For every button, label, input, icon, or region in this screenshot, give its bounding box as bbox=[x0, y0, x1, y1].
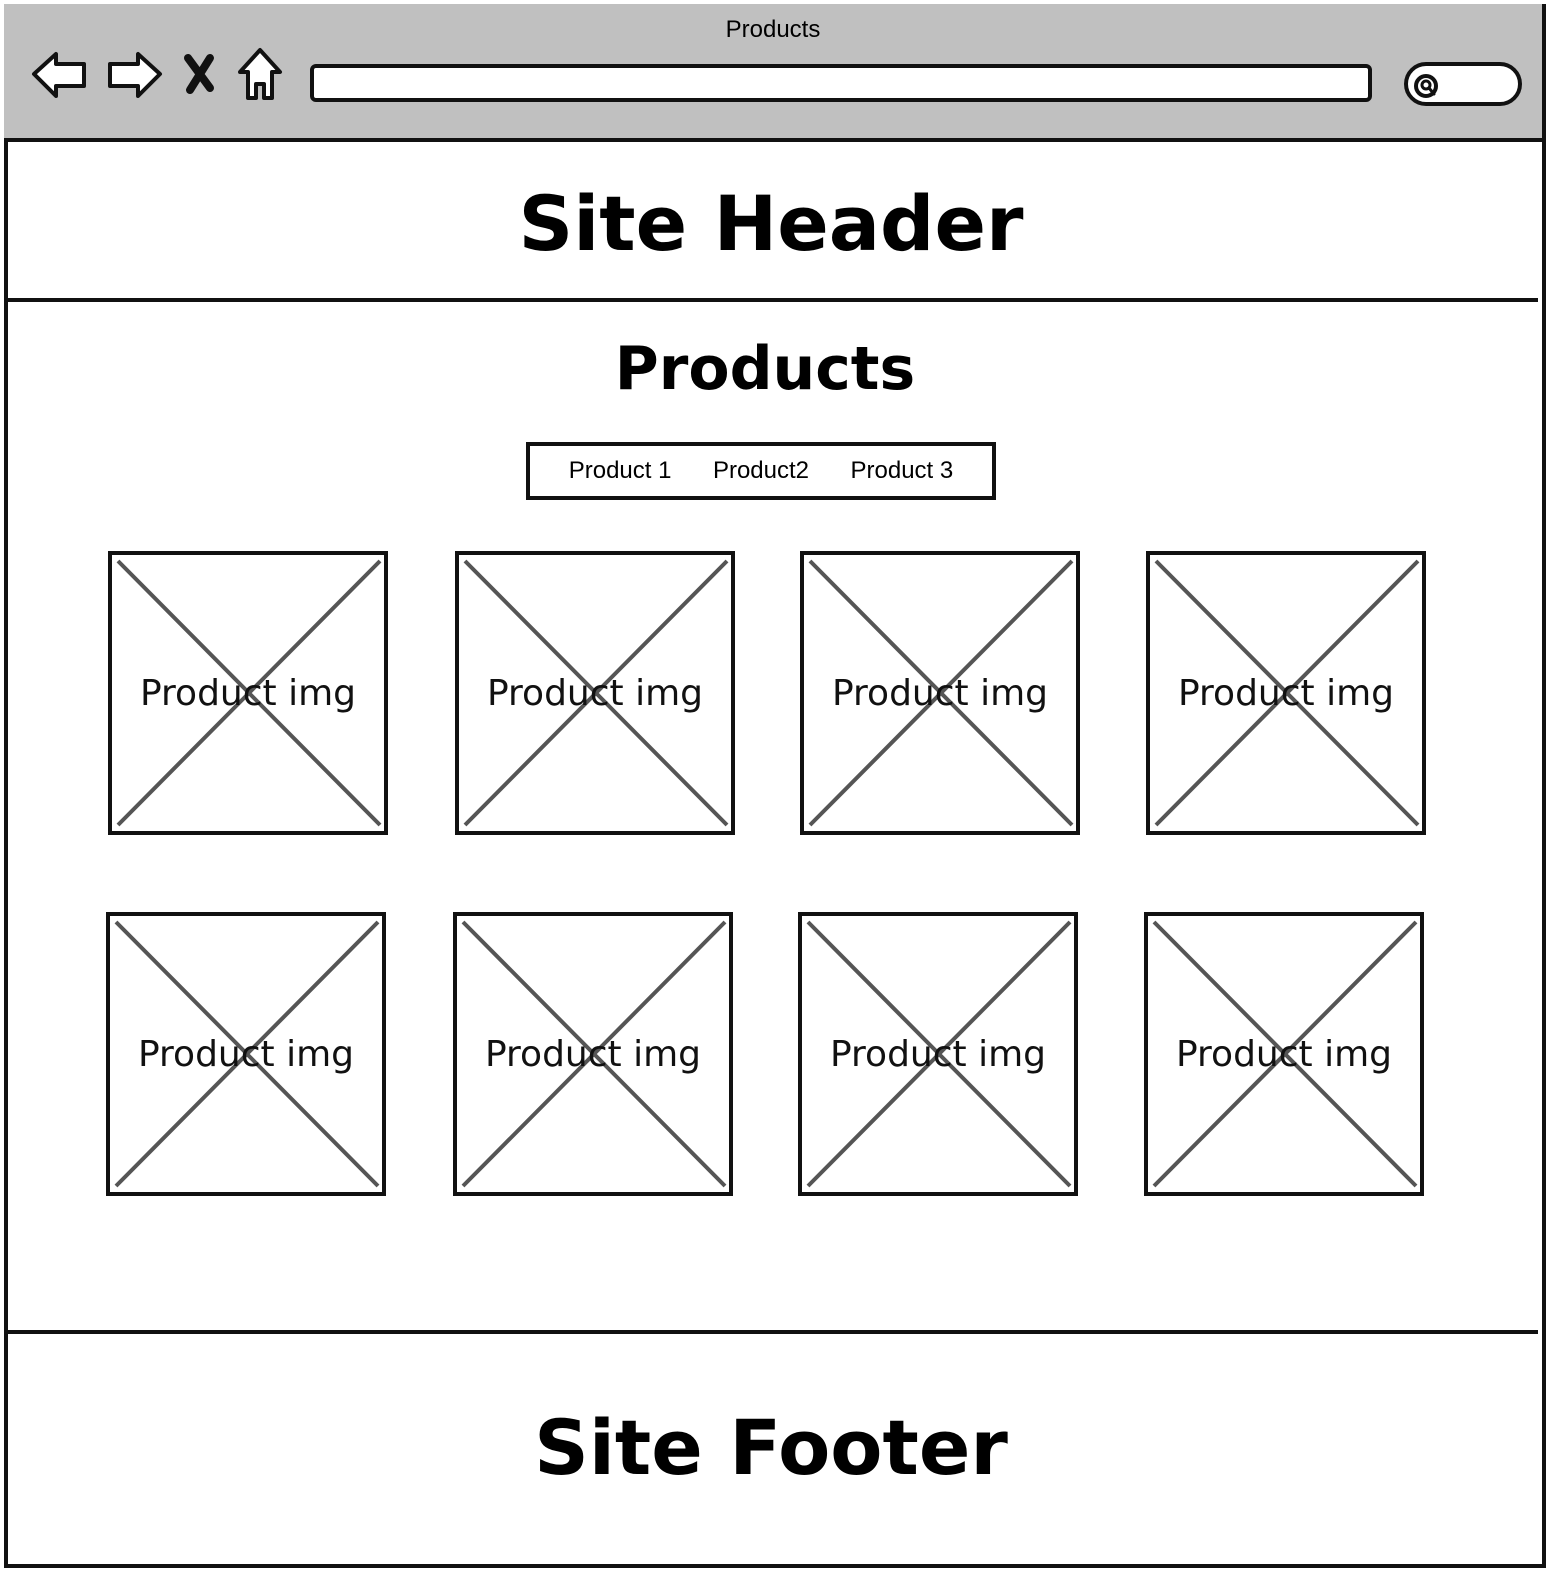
product-image-placeholder[interactable]: Product img bbox=[1146, 551, 1426, 835]
back-arrow-icon[interactable] bbox=[30, 44, 90, 104]
product-nav-item-1[interactable]: Product 1 bbox=[568, 457, 672, 484]
image-placeholder-icon bbox=[808, 559, 1074, 827]
image-placeholder-icon bbox=[114, 920, 380, 1188]
image-placeholder-icon bbox=[1154, 559, 1420, 827]
product-image-placeholder[interactable]: Product img bbox=[108, 551, 388, 835]
product-nav: Product 1 Product2 Product 3 bbox=[526, 442, 996, 500]
address-bar[interactable] bbox=[310, 64, 1372, 102]
search-field[interactable] bbox=[1404, 62, 1522, 106]
product-image-placeholder[interactable]: Product img bbox=[798, 912, 1078, 1196]
product-image-placeholder[interactable]: Product img bbox=[1144, 912, 1424, 1196]
product-image-label: Product img bbox=[831, 673, 1049, 714]
product-nav-item-2[interactable]: Product2 bbox=[712, 457, 810, 484]
window-title: Products bbox=[725, 16, 821, 43]
image-placeholder-icon bbox=[461, 920, 727, 1188]
product-image-label: Product img bbox=[139, 673, 357, 714]
site-header: Site Header bbox=[4, 146, 1538, 302]
browser-toolbar: Products bbox=[4, 4, 1542, 142]
product-nav-item-3[interactable]: Product 3 bbox=[850, 457, 954, 484]
product-image-label: Product img bbox=[1175, 1034, 1393, 1075]
product-image-label: Product img bbox=[484, 1034, 702, 1075]
close-icon[interactable] bbox=[180, 44, 240, 104]
product-image-label: Product img bbox=[829, 1034, 1047, 1075]
home-icon[interactable] bbox=[232, 44, 292, 104]
product-image-label: Product img bbox=[1177, 673, 1395, 714]
image-placeholder-icon bbox=[463, 559, 729, 827]
image-placeholder-icon bbox=[806, 920, 1072, 1188]
page-title: Products bbox=[614, 334, 916, 404]
product-image-placeholder[interactable]: Product img bbox=[106, 912, 386, 1196]
image-placeholder-icon bbox=[116, 559, 382, 827]
site-footer: Site Footer bbox=[4, 1330, 1538, 1560]
search-icon bbox=[1414, 74, 1438, 98]
product-image-placeholder[interactable]: Product img bbox=[453, 912, 733, 1196]
product-image-placeholder[interactable]: Product img bbox=[455, 551, 735, 835]
product-image-placeholder[interactable]: Product img bbox=[800, 551, 1080, 835]
product-image-label: Product img bbox=[137, 1034, 355, 1075]
site-footer-title: Site Footer bbox=[534, 1402, 1008, 1492]
main-content: Products Product 1 Product2 Product 3 Pr… bbox=[4, 306, 1538, 1330]
forward-arrow-icon[interactable] bbox=[104, 44, 164, 104]
site-header-title: Site Header bbox=[518, 178, 1024, 268]
image-placeholder-icon bbox=[1152, 920, 1418, 1188]
product-image-label: Product img bbox=[486, 673, 704, 714]
